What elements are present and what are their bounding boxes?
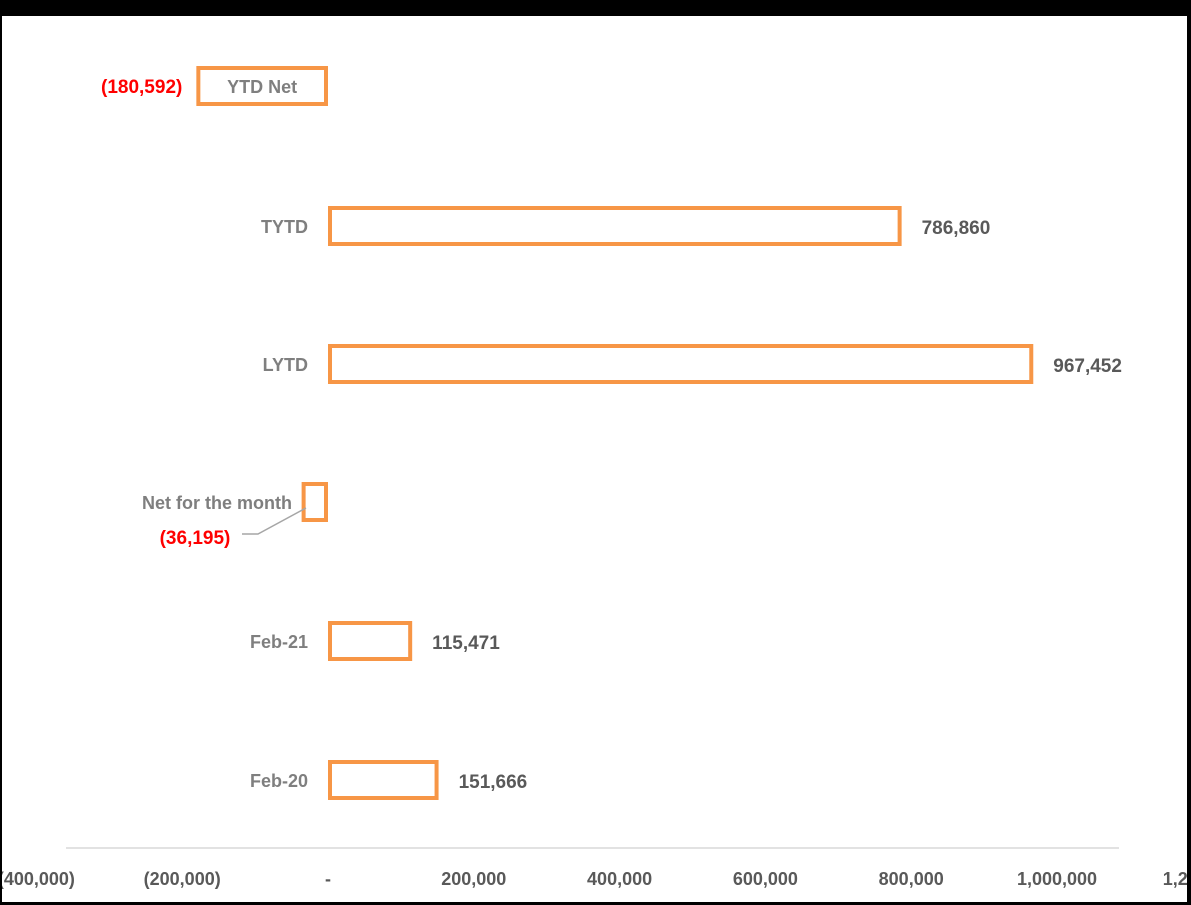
category-label: LYTD [263, 355, 308, 375]
bar [328, 344, 1034, 384]
value-label: 786,860 [922, 218, 991, 239]
bar [196, 66, 328, 106]
bar [328, 760, 439, 800]
x-tick-label: - [325, 869, 331, 889]
chart-area: (400,000) (200,000) - 200,000 400,000 600,000… [2, 16, 1187, 902]
leader-line [242, 507, 307, 535]
bar-chart: (400,000) (200,000) - 200,000 400,000 600,000… [2, 66, 1187, 889]
category-label: TYTD [261, 217, 308, 237]
category-label: Feb-20 [250, 771, 308, 791]
value-label: (180,592) [101, 77, 182, 98]
bar [301, 482, 328, 522]
value-label: 151,666 [459, 772, 528, 793]
bar [328, 621, 413, 661]
x-tick-label: 400,000 [587, 869, 652, 889]
value-label: 115,471 [432, 633, 500, 654]
value-label: (36,195) [160, 528, 231, 549]
x-tick-label: (400,000) [2, 869, 75, 889]
category-label: Feb-21 [250, 632, 308, 652]
x-tick-label: 800,000 [879, 869, 944, 889]
category-label: Net for the month [142, 493, 292, 513]
x-tick-label: 200,000 [441, 869, 506, 889]
bar [328, 206, 902, 246]
value-label: 967,452 [1053, 356, 1122, 377]
x-tick-label: 1,200,000 [1163, 869, 1187, 889]
x-tick-label: 1,000,000 [1017, 869, 1097, 889]
category-label: YTD Net [227, 77, 297, 97]
x-tick-label: (200,000) [144, 869, 221, 889]
x-tick-label: 600,000 [733, 869, 798, 889]
